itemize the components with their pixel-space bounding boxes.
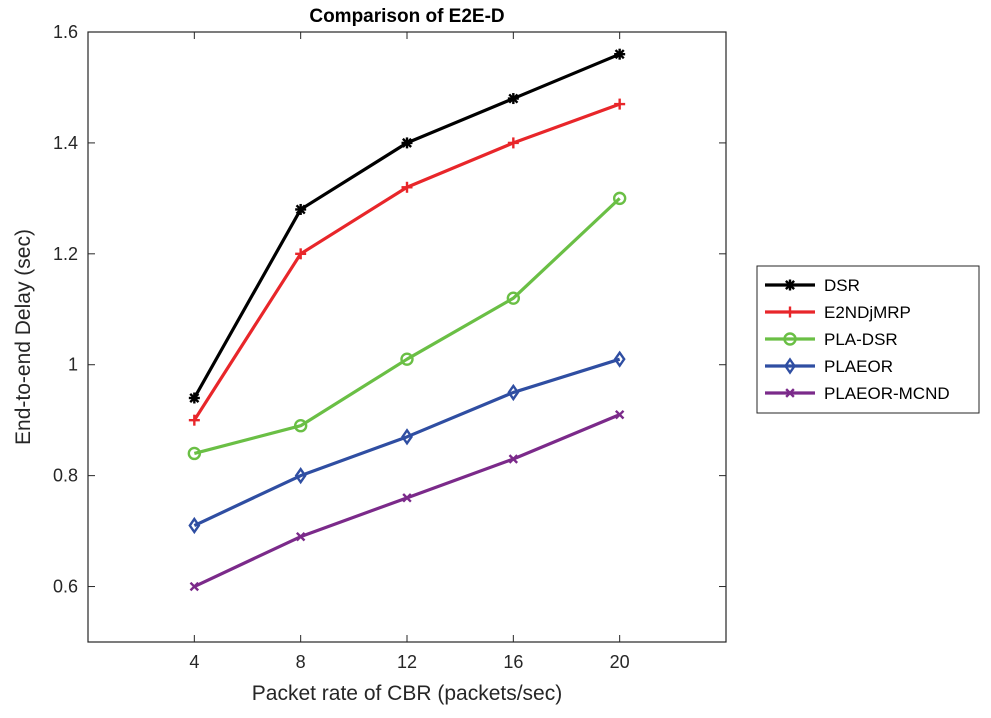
data-point-pla-dsr (506, 291, 521, 305)
x-tick-label: 20 (610, 652, 630, 672)
data-point-plaeor-mcnd (508, 454, 519, 464)
legend-item-dsr: DSR (765, 276, 860, 295)
y-tick-label: 1.2 (53, 244, 78, 264)
legend-label: DSR (824, 276, 860, 295)
data-point-dsr (614, 48, 626, 60)
x-axis-label: Packet rate of CBR (packets/sec) (252, 682, 562, 705)
y-axis-label: End-to-end Delay (sec) (12, 229, 35, 445)
y-tick-label: 1 (68, 355, 78, 375)
series-dsr (188, 48, 626, 404)
data-point-dsr (401, 137, 413, 149)
x-tick-label: 4 (189, 652, 199, 672)
chart-title: Comparison of E2E-D (309, 6, 504, 27)
series-e2ndjmrp (188, 98, 626, 426)
data-point-e2ndjmrp (401, 181, 413, 193)
plot-area (87, 31, 727, 643)
data-point-pla-dsr (293, 419, 308, 433)
y-tick-label: 1.6 (53, 22, 78, 42)
x-axis: 4 8 12 16 20 (189, 32, 630, 672)
data-point-dsr (188, 392, 200, 404)
data-point-pla-dsr (187, 446, 202, 461)
legend-item-plaeor: PLAEOR (765, 357, 893, 376)
legend-item-e2ndjmrp: E2NDjMRP (765, 303, 911, 322)
legend-item-plaeor-mcnd: PLAEOR-MCND (765, 384, 950, 403)
series-line-plaeor (193, 357, 621, 527)
series-layer (187, 48, 627, 592)
legend-label: PLAEOR-MCND (824, 384, 950, 403)
data-point-plaeor-mcnd (402, 493, 412, 503)
legend-label: E2NDjMRP (824, 303, 911, 322)
legend-label: PLAEOR (824, 357, 893, 376)
series-line-pla-dsr (193, 197, 621, 456)
data-point-pla-dsr (400, 352, 414, 366)
y-axis: 0.6 0.8 1 1.2 1.4 1.6 (53, 22, 726, 597)
legend-marker (785, 388, 795, 398)
data-point-plaeor-mcnd (614, 409, 625, 420)
x-tick-label: 8 (296, 652, 306, 672)
legend-marker (783, 332, 797, 346)
x-tick-label: 12 (397, 652, 417, 672)
data-point-plaeor (188, 516, 201, 535)
legend-item-pla-dsr: PLA-DSR (765, 330, 898, 349)
data-point-pla-dsr (612, 191, 627, 206)
data-point-e2ndjmrp (614, 98, 626, 110)
legend: DSR E2NDjMRP PLA-DSR PLAEOR PLAEOR-MCND (756, 265, 980, 414)
legend-marker (784, 357, 796, 375)
x-tick-label: 16 (503, 652, 523, 672)
data-point-dsr (295, 203, 307, 215)
series-pla-dsr (187, 191, 627, 461)
legend-marker (784, 279, 796, 291)
data-point-plaeor-mcnd (295, 531, 306, 542)
series-plaeor (188, 350, 626, 535)
plot-frame (87, 31, 727, 643)
legend-label: PLA-DSR (824, 330, 898, 349)
data-point-plaeor (507, 383, 520, 402)
y-tick-label: 0.8 (53, 466, 78, 486)
data-point-plaeor (294, 467, 307, 485)
data-point-e2ndjmrp (188, 414, 200, 426)
data-point-e2ndjmrp (295, 248, 307, 260)
y-tick-label: 0.6 (53, 577, 78, 597)
data-point-e2ndjmrp (507, 137, 519, 149)
y-tick-label: 1.4 (53, 133, 78, 153)
series-plaeor-mcnd (189, 409, 625, 592)
data-point-plaeor-mcnd (189, 581, 200, 592)
legend-marker (784, 306, 796, 318)
data-point-plaeor (613, 350, 626, 368)
data-point-plaeor (401, 428, 413, 446)
data-point-dsr (507, 93, 519, 105)
